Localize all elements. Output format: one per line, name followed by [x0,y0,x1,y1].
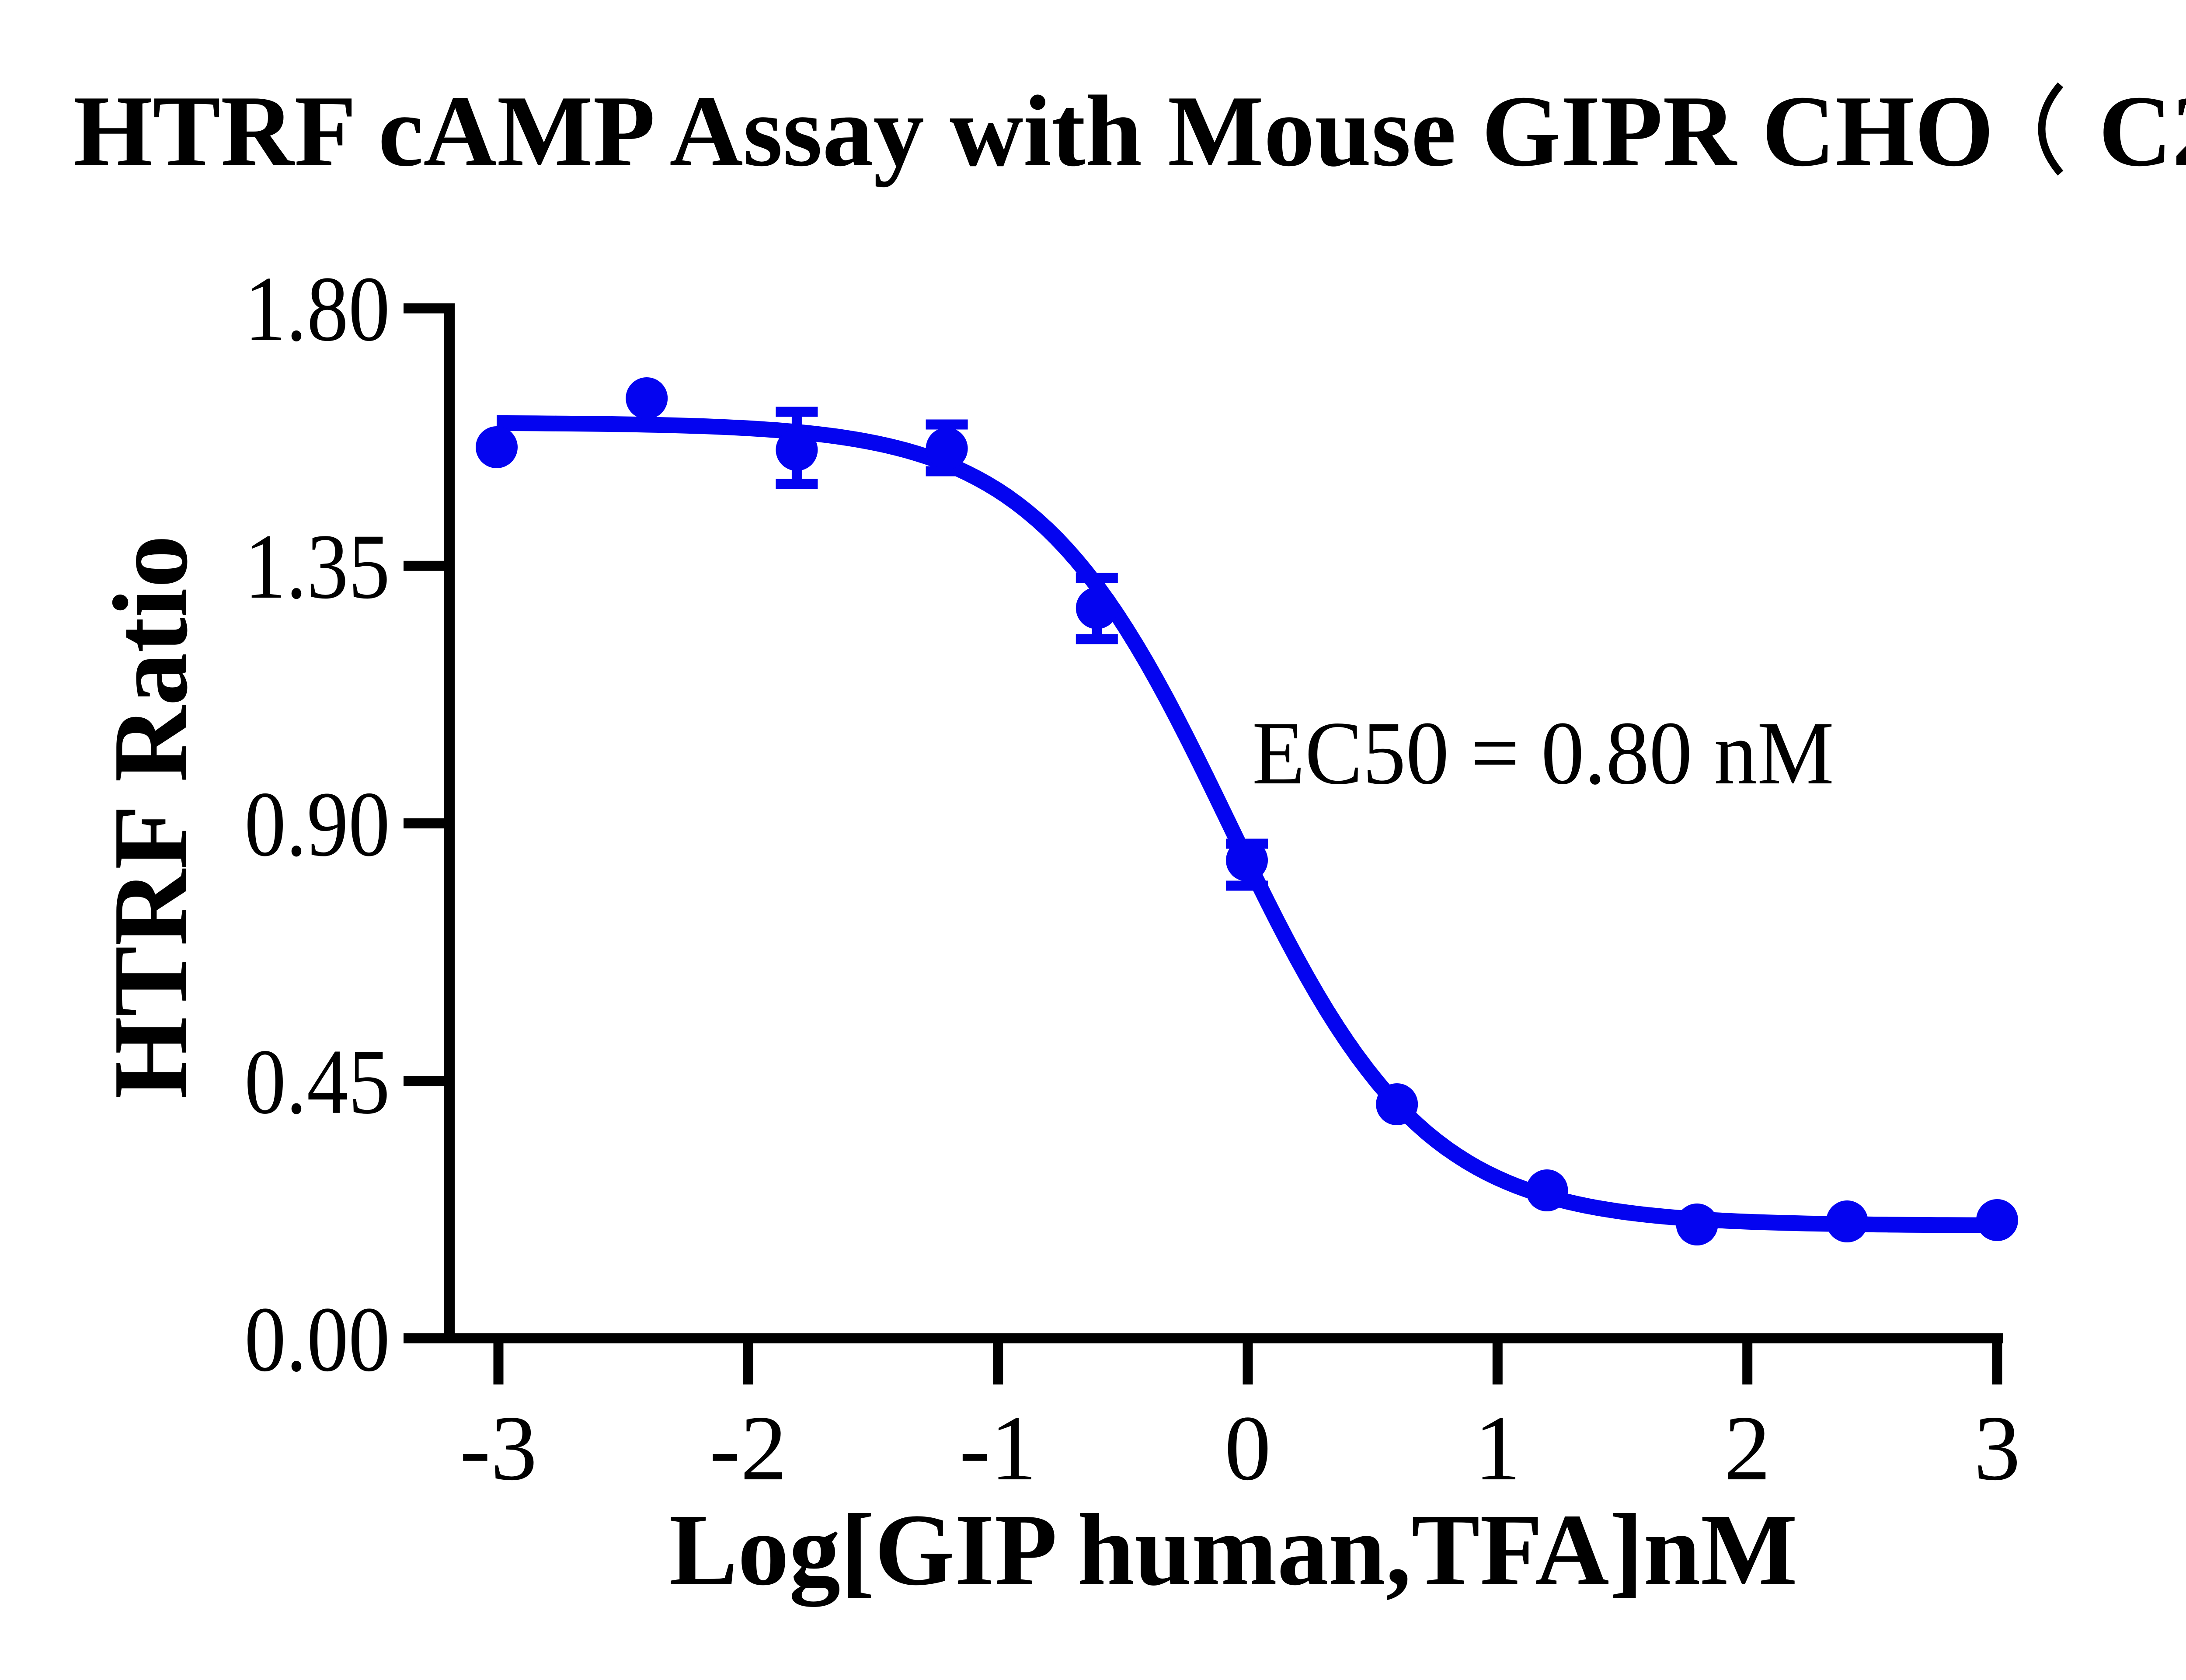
svg-text:0.90: 0.90 [244,773,390,876]
svg-text:0.00: 0.00 [244,1288,390,1391]
svg-text:EC50 = 0.80 nM: EC50 = 0.80 nM [1252,703,1834,803]
svg-text:HTRF Ratio: HTRF Ratio [91,535,209,1099]
svg-text:2: 2 [1724,1397,1771,1500]
svg-text:1: 1 [1474,1397,1521,1500]
svg-text:-2: -2 [710,1397,787,1500]
svg-text:-1: -1 [959,1397,1037,1500]
svg-text:C22: C22 [2099,75,2186,188]
svg-text:Log[GIP human,TFA]nM: Log[GIP human,TFA]nM [669,1493,1798,1607]
svg-text:1.35: 1.35 [244,515,390,618]
svg-text:0: 0 [1225,1397,1271,1500]
svg-text:0.45: 0.45 [244,1030,390,1134]
svg-text:HTRF cAMP Assay with Mouse GIP: HTRF cAMP Assay with Mouse GIPR CHO [73,75,1994,188]
svg-text:-3: -3 [459,1397,537,1500]
svg-text:1.80: 1.80 [244,257,390,361]
svg-text:3: 3 [1974,1397,2021,1500]
